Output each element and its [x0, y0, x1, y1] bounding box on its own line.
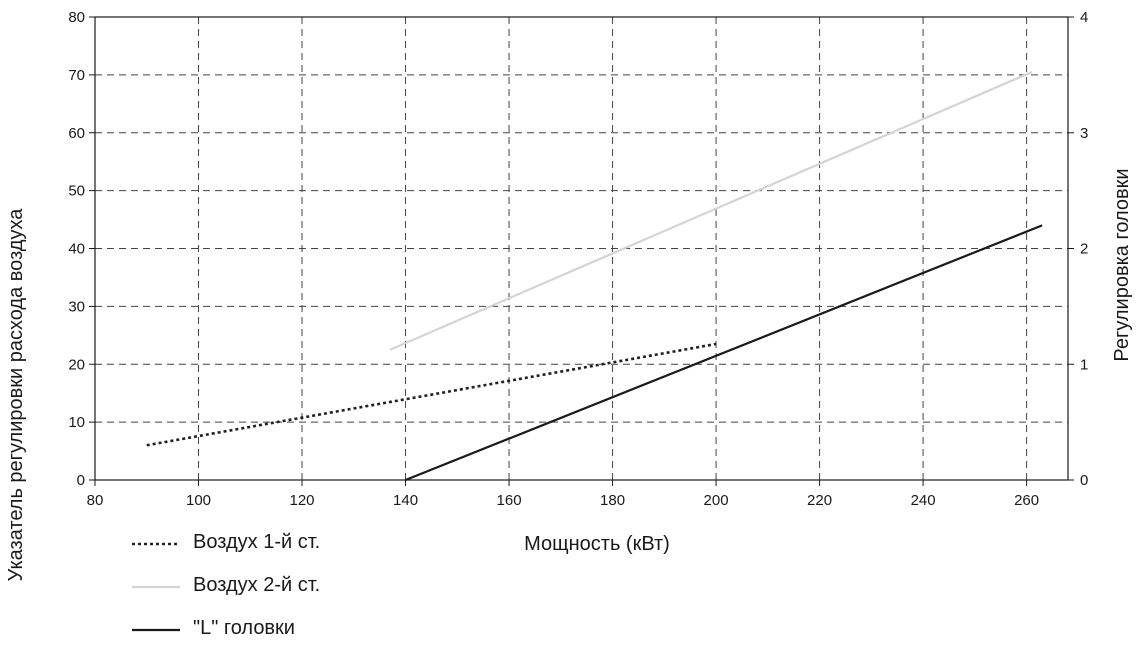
series-line-1: [146, 342, 717, 447]
y2-tick-label: 4: [1080, 9, 1088, 26]
y-tick-label: 80: [68, 9, 85, 26]
legend-label-2: Воздух 2-й ст.: [193, 574, 320, 596]
y-axis-title: Указатель регулировки расхода воздуха: [5, 208, 27, 582]
legend: Воздух 1-й ст. Воздух 2-й ст. "L" головки: [132, 531, 320, 639]
y2-tick-label: 3: [1080, 125, 1088, 142]
y-tick-label: 70: [68, 67, 85, 84]
y-tick-label: 60: [68, 125, 85, 142]
series: [146, 70, 1043, 482]
legend-label-3: "L" головки: [193, 617, 295, 639]
x-axis-title: Мощность (кВт): [524, 533, 670, 555]
x-tick-label: 260: [1014, 492, 1039, 509]
y-tick-label: 50: [68, 183, 85, 200]
y-tick-label: 0: [77, 472, 85, 489]
x-tick-label: 200: [704, 492, 729, 509]
grid: [95, 17, 1068, 480]
ticks: 80 100 120 140 160 180 200 220 240 26001020304050…: [68, 9, 1088, 509]
legend-label-1: Воздух 1-й ст.: [193, 531, 320, 553]
y-tick-label: 20: [68, 356, 85, 373]
x-tick-label: 180: [600, 492, 625, 509]
series-line-3: [405, 224, 1043, 482]
y2-tick-label: 2: [1080, 241, 1088, 258]
series-line-2: [389, 70, 1033, 351]
y2-axis-title: Регулировка головки: [1111, 168, 1133, 361]
x-tick-label: 160: [497, 492, 522, 509]
y2-tick-label: 1: [1080, 356, 1088, 373]
x-tick-label: 140: [393, 492, 418, 509]
x-tick-label: 100: [186, 492, 211, 509]
x-tick-label: 120: [290, 492, 315, 509]
y-tick-label: 10: [68, 414, 85, 431]
y2-tick-label: 0: [1080, 472, 1088, 489]
y-tick-label: 30: [68, 298, 85, 315]
x-tick-label: 80: [87, 492, 104, 509]
y-tick-label: 40: [68, 241, 85, 258]
x-tick-label: 240: [911, 492, 936, 509]
x-tick-label: 220: [807, 492, 832, 509]
